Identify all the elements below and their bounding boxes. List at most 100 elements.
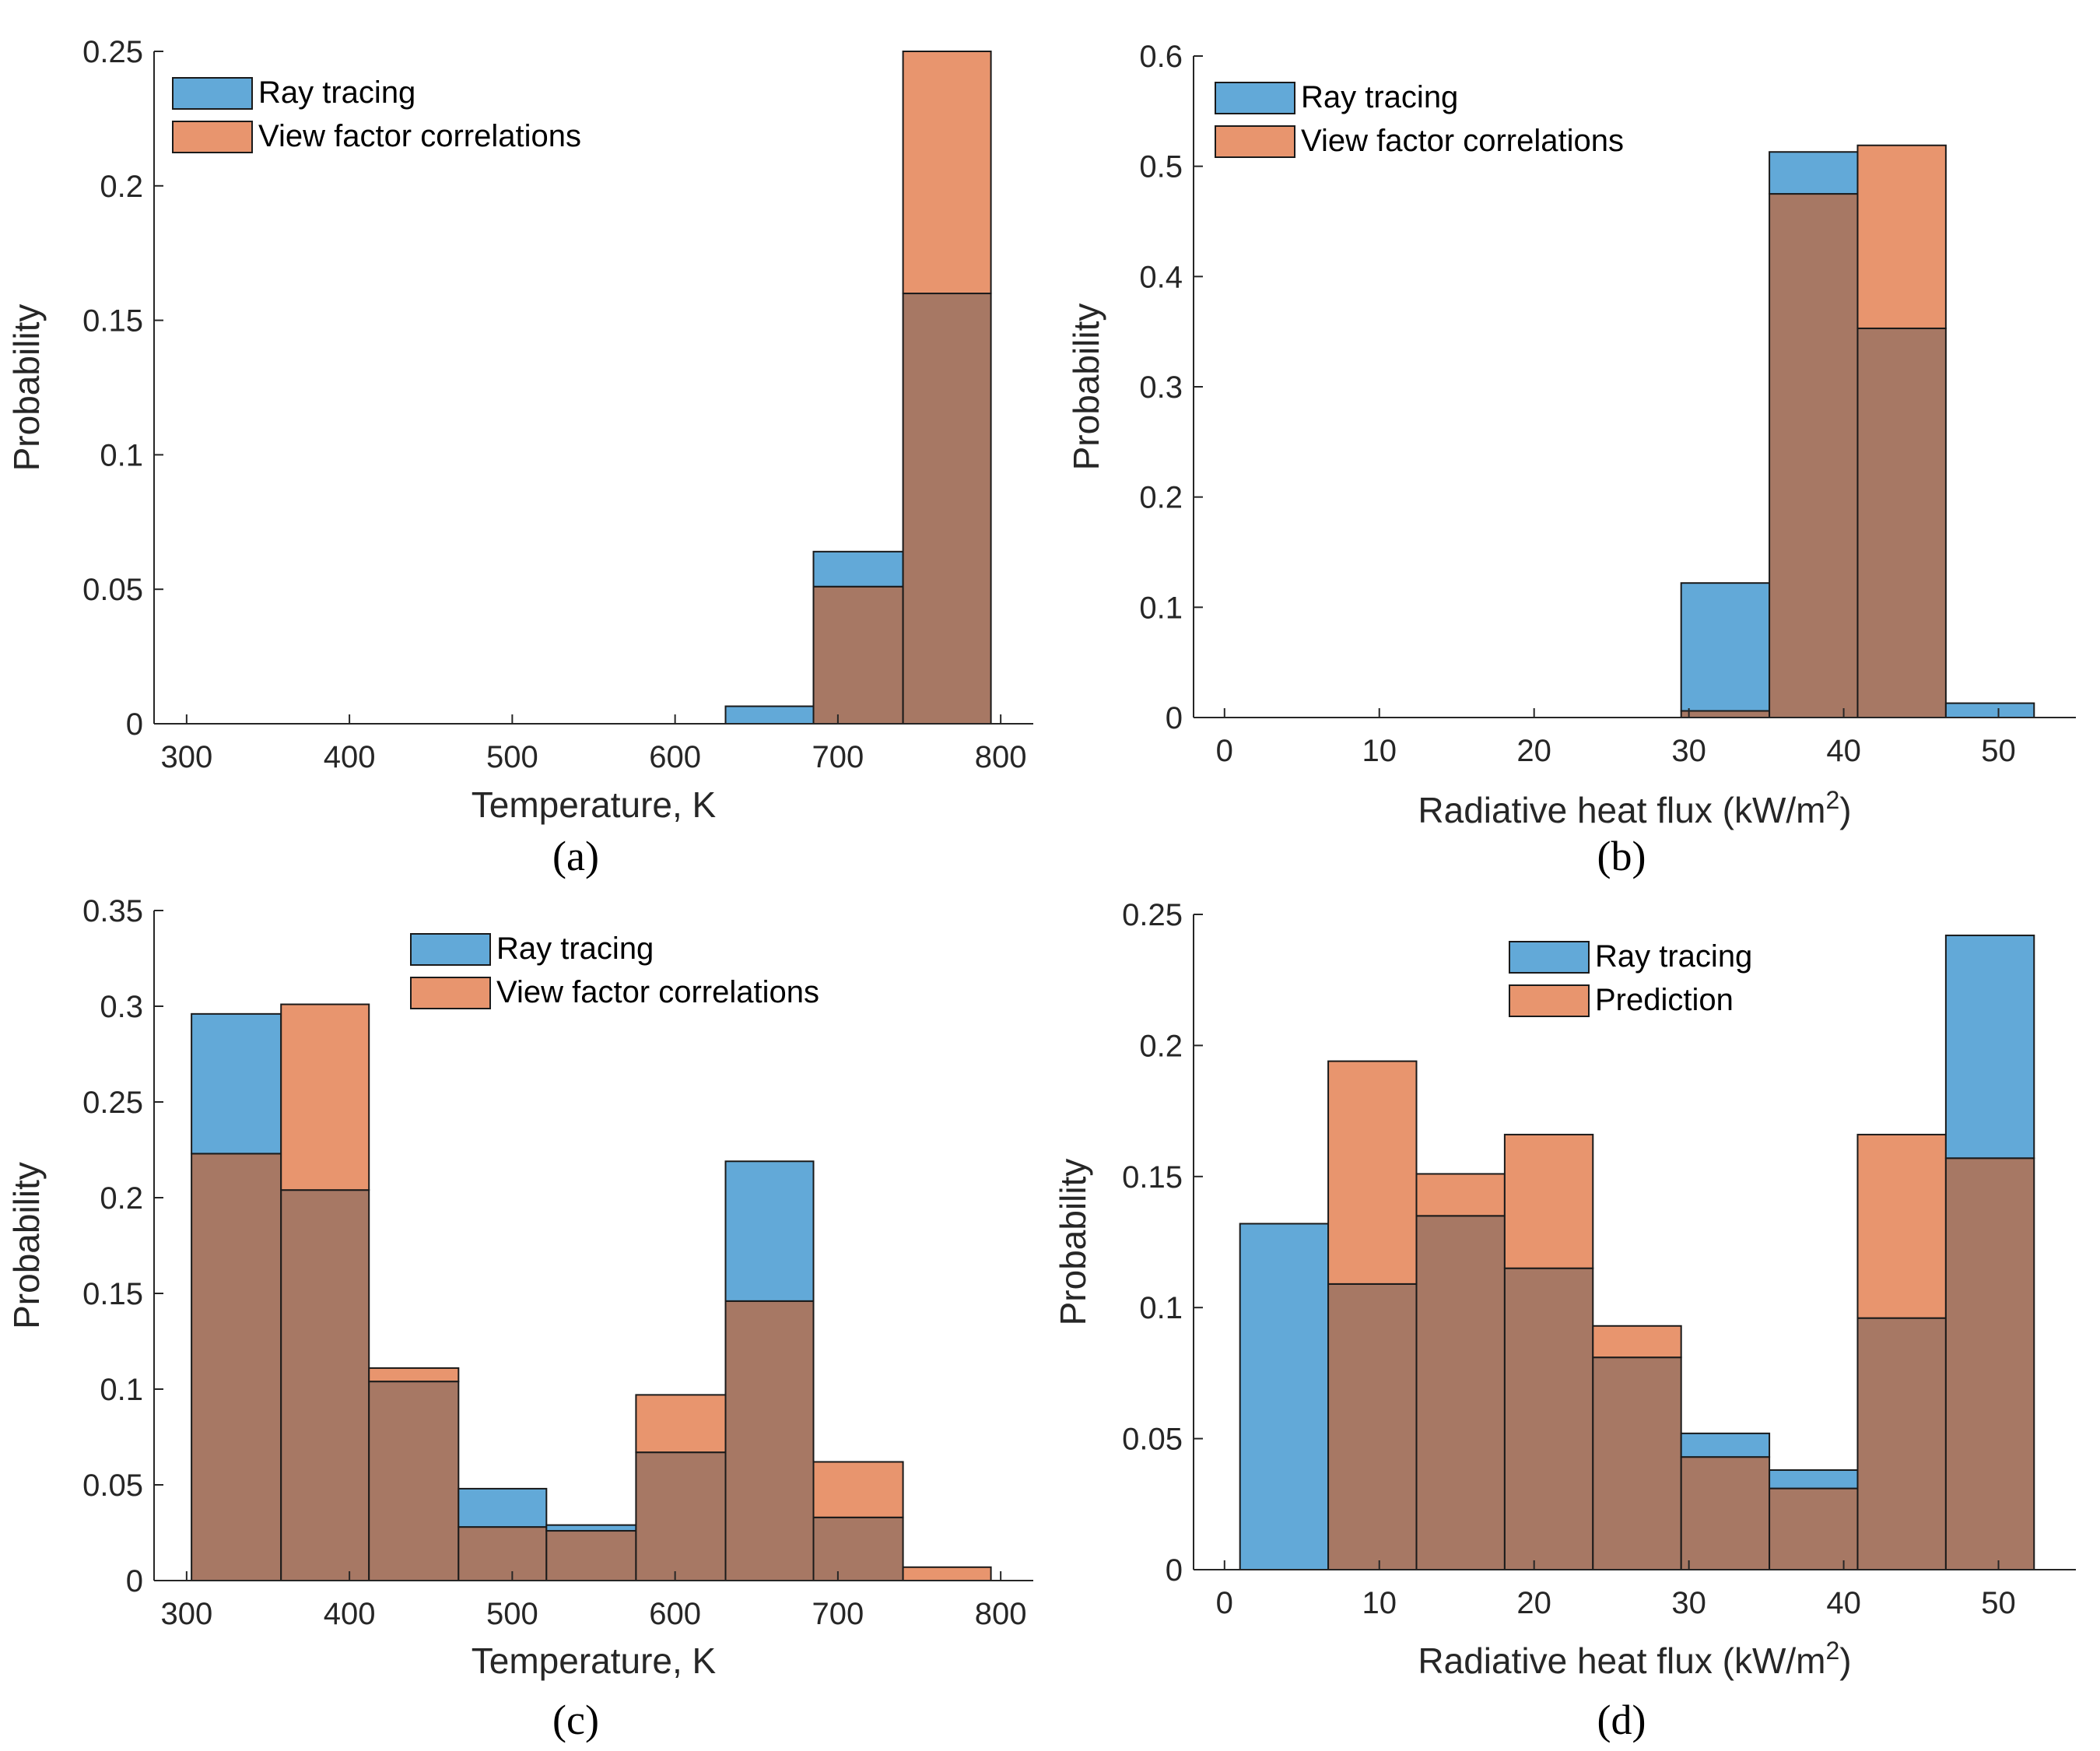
bar-overlap — [812, 585, 904, 725]
legend-label-ray-tracing: Ray tracing — [258, 75, 415, 110]
panel-label: (d) — [1597, 1697, 1646, 1743]
bar-ray-tracing — [1680, 1432, 1771, 1458]
y-tick-label: 0.2 — [1139, 1029, 1183, 1063]
legend-swatch-series-2 — [1509, 984, 1590, 1017]
bar-overlap — [635, 1451, 727, 1582]
bar-series-2 — [368, 1367, 460, 1383]
x-tick-label: 50 — [1981, 1586, 2016, 1620]
y-tick-label: 0.3 — [1139, 370, 1183, 405]
y-axis-label: Probability — [1066, 304, 1106, 471]
bar-series-2 — [812, 1461, 904, 1518]
x-axis-label: Radiative heat flux (kW/m2) — [1418, 1637, 1851, 1681]
bar-ray-tracing — [1769, 151, 1859, 195]
bar-overlap — [280, 1189, 370, 1582]
x-tick-label: 600 — [649, 1597, 701, 1631]
y-tick-label: 0.2 — [100, 170, 143, 204]
y-tick-label: 0.15 — [82, 304, 143, 339]
y-tick-label: 0.35 — [82, 894, 143, 928]
panel-label: (a) — [552, 833, 599, 879]
panel-c: 0 0.05 0.1 0.15 0.2 0.25 0.3 0.35 300 400 500 600 70… — [6, 894, 1033, 1743]
legend-label-ray-tracing: Ray tracing — [1595, 939, 1752, 974]
x-tick-label: 400 — [324, 740, 376, 774]
y-tick-label: 0.1 — [1139, 591, 1183, 625]
bar-overlap — [1856, 327, 1947, 718]
bar-ray-tracing — [1944, 934, 2035, 1160]
y-tick-label: 0.05 — [82, 1469, 143, 1503]
bar-overlap — [1415, 1215, 1506, 1570]
y-tick-label: 0.15 — [1122, 1160, 1183, 1195]
y-tick-label: 0.1 — [100, 438, 143, 472]
legend-swatch-ray-tracing — [410, 933, 491, 966]
bar-overlap — [1769, 1487, 1859, 1571]
bar-overlap — [724, 1300, 815, 1581]
x-tick-label: 500 — [486, 1597, 538, 1631]
x-tick-label: 10 — [1362, 1586, 1397, 1620]
bar-ray-tracing — [812, 550, 904, 588]
bar-ray-tracing — [724, 1160, 815, 1302]
bar-series-2 — [1856, 144, 1947, 329]
bar-series-2 — [635, 1394, 727, 1454]
panel-label: (c) — [552, 1697, 599, 1743]
bar-ray-tracing — [1239, 1223, 1330, 1570]
x-tick-label: 300 — [160, 740, 212, 774]
x-tick-label: 700 — [812, 740, 864, 774]
x-tick-label: 700 — [812, 1597, 864, 1631]
y-tick-label: 0.25 — [82, 35, 143, 69]
y-tick-label: 0.15 — [82, 1277, 143, 1311]
y-tick-label: 0.2 — [100, 1181, 143, 1216]
y-tick-label: 0.6 — [1139, 40, 1183, 74]
y-tick-label: 0.05 — [82, 573, 143, 607]
x-tick-label: 20 — [1516, 734, 1551, 768]
y-axis-label: Probability — [6, 304, 47, 472]
y-axis-label: Probability — [1053, 1159, 1093, 1326]
legend-label-series-2: View factor correlations — [258, 119, 581, 153]
bar-ray-tracing — [545, 1524, 637, 1532]
y-tick-label: 0 — [126, 707, 143, 742]
bar-overlap — [1327, 1283, 1418, 1570]
bar-series-2 — [1327, 1060, 1418, 1285]
bar-overlap — [1944, 1157, 2035, 1570]
legend-label-ray-tracing: Ray tracing — [496, 932, 654, 966]
x-tick-label: 30 — [1671, 1586, 1706, 1620]
y-tick-label: 0 — [1166, 701, 1183, 735]
bar-series-2 — [902, 1566, 992, 1582]
bar-series-2 — [1415, 1173, 1506, 1217]
y-tick-label: 0 — [126, 1564, 143, 1598]
bar-overlap — [1856, 1317, 1947, 1570]
legend-label-ray-tracing: Ray tracing — [1301, 80, 1458, 114]
bar-series-2 — [1503, 1133, 1594, 1269]
x-tick-label: 40 — [1826, 1586, 1861, 1620]
legend-label-series-2: Prediction — [1595, 983, 1734, 1017]
bar-series-2 — [902, 51, 992, 295]
bar-overlap — [545, 1530, 637, 1582]
bar-overlap — [812, 1516, 904, 1581]
panel-a: 0 0.05 0.1 0.15 0.2 0.25 300 400 500 600 700 800 Tem… — [6, 35, 1033, 879]
x-tick-label: 0 — [1216, 734, 1233, 768]
y-tick-label: 0.25 — [1122, 898, 1183, 932]
x-axis-label: Temperature, K — [472, 1640, 717, 1681]
y-tick-label: 0 — [1166, 1553, 1183, 1588]
bar-overlap — [1769, 193, 1859, 719]
bar-overlap — [1503, 1267, 1594, 1571]
y-tick-label: 0.5 — [1139, 150, 1183, 184]
bar-series-2 — [1856, 1133, 1947, 1319]
x-tick-label: 300 — [160, 1597, 212, 1631]
bar-ray-tracing — [724, 705, 815, 725]
x-axis-label: Temperature, K — [472, 784, 717, 825]
bar-overlap — [368, 1381, 460, 1582]
panel-d: 0 0.05 0.1 0.15 0.2 0.25 0 10 20 30 40 50 Radiative … — [1053, 898, 2076, 1743]
x-tick-label: 0 — [1216, 1586, 1233, 1620]
y-axis-label: Probability — [6, 1162, 47, 1329]
y-tick-label: 0.3 — [100, 990, 143, 1024]
y-tick-label: 0.05 — [1122, 1423, 1183, 1457]
legend-swatch-ray-tracing — [1215, 82, 1295, 114]
legend-swatch-series-2 — [410, 977, 491, 1009]
x-axis-label: Radiative heat flux (kW/m2) — [1418, 786, 1851, 830]
bar-overlap — [191, 1153, 282, 1582]
bar-overlap — [458, 1526, 548, 1581]
y-tick-label: 0.25 — [82, 1086, 143, 1120]
panel-label: (b) — [1597, 833, 1646, 879]
legend-label-series-2: View factor correlations — [496, 975, 819, 1009]
bar-ray-tracing — [458, 1487, 548, 1528]
legend-swatch-ray-tracing — [172, 77, 253, 110]
